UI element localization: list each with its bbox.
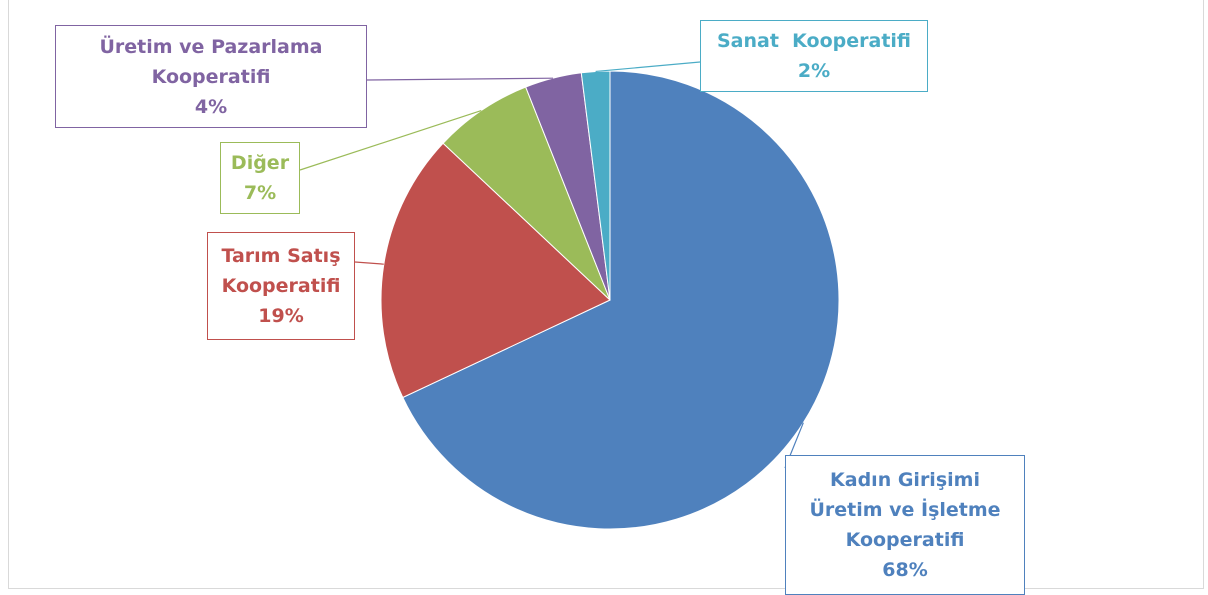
category-label: Üretim ve Pazarlama Kooperatifi [99,35,330,88]
value-label: 19% [258,305,304,327]
leader-line [366,77,554,81]
value-label: 68% [882,559,928,581]
category-label: Kadın Girişimi Üretim ve İşletme Koopera… [809,469,1008,551]
pie-slice [380,142,611,399]
leader-line [299,110,482,171]
category-label: Sanat Kooperatifi [716,30,912,52]
data-label: Üretim ve Pazarlama Kooperatifi 4% [55,25,367,128]
leader-line [595,61,701,73]
value-label: 2% [797,60,831,82]
category-label: Tarım Satış Kooperatifi [221,245,348,297]
data-label: Diğer 7% [220,142,300,214]
data-label: Kadın Girişimi Üretim ve İşletme Koopera… [785,455,1025,595]
pie-slice [402,70,840,530]
chart-frame [8,0,1204,589]
leader-line [354,261,384,265]
data-label: Sanat Kooperatifi 2% [700,20,928,92]
data-label: Tarım Satış Kooperatifi 19% [207,232,355,340]
value-label: 7% [243,182,277,204]
value-label: 4% [194,95,228,118]
category-label: Diğer [230,152,290,174]
